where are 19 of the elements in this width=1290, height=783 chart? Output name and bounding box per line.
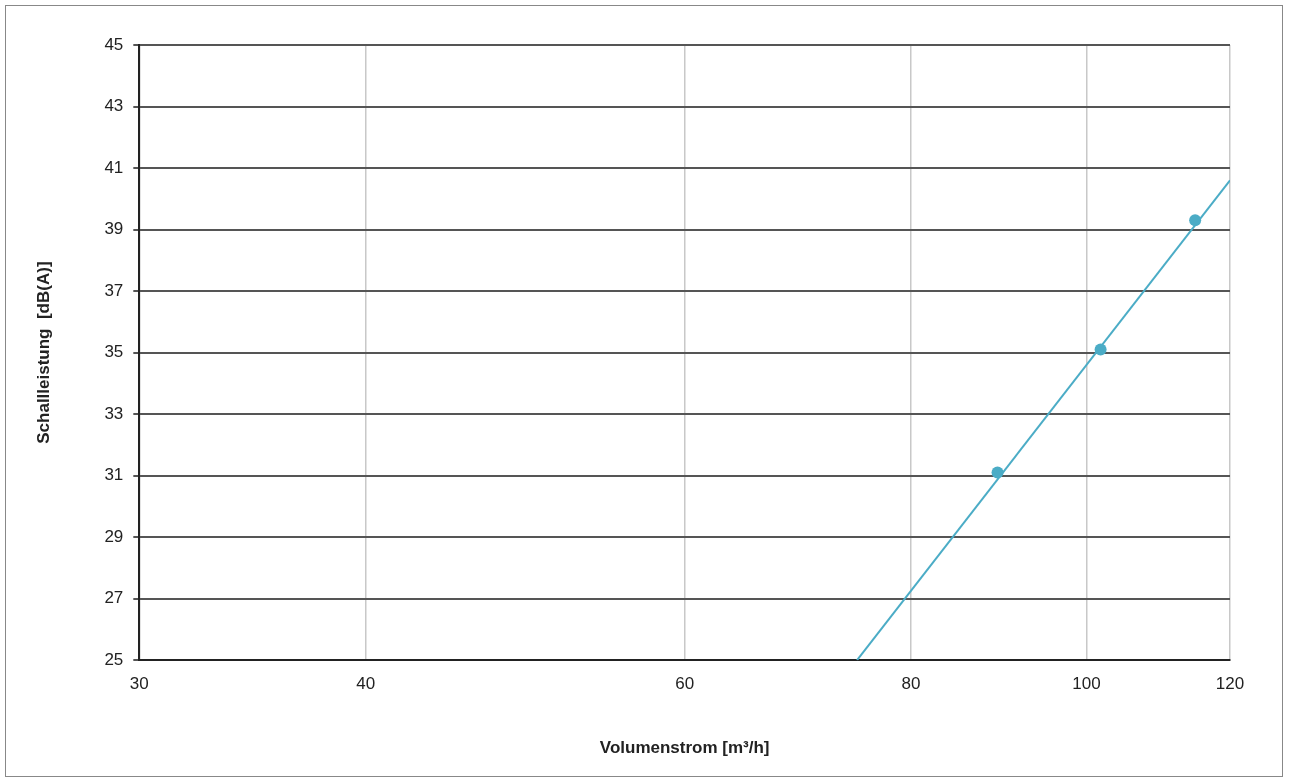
y-tick-label: 35 (104, 342, 124, 362)
y-tick-label: 33 (104, 403, 124, 423)
y-tick-label: 25 (104, 649, 124, 669)
y-tick-label: 41 (104, 157, 124, 177)
y-tick-label: 29 (104, 526, 124, 546)
x-tick-label: 100 (1072, 674, 1101, 694)
y-tick-label: 45 (104, 34, 124, 54)
x-tick-label: 40 (356, 674, 376, 694)
x-tick-label: 30 (129, 674, 149, 694)
y-axis-title: Schallleistung [dB(A)] (33, 261, 53, 444)
y-tick-label: 31 (104, 465, 124, 485)
y-tick-label: 43 (104, 96, 124, 116)
x-axis-title: Volumenstrom [m³/h] (599, 738, 770, 758)
y-tick-label: 27 (104, 588, 124, 608)
x-tick-label: 80 (901, 674, 921, 694)
x-tick-label: 60 (675, 674, 695, 694)
y-tick-label: 37 (104, 280, 124, 300)
x-tick-label: 120 (1215, 674, 1245, 694)
y-tick-label: 39 (104, 219, 124, 239)
